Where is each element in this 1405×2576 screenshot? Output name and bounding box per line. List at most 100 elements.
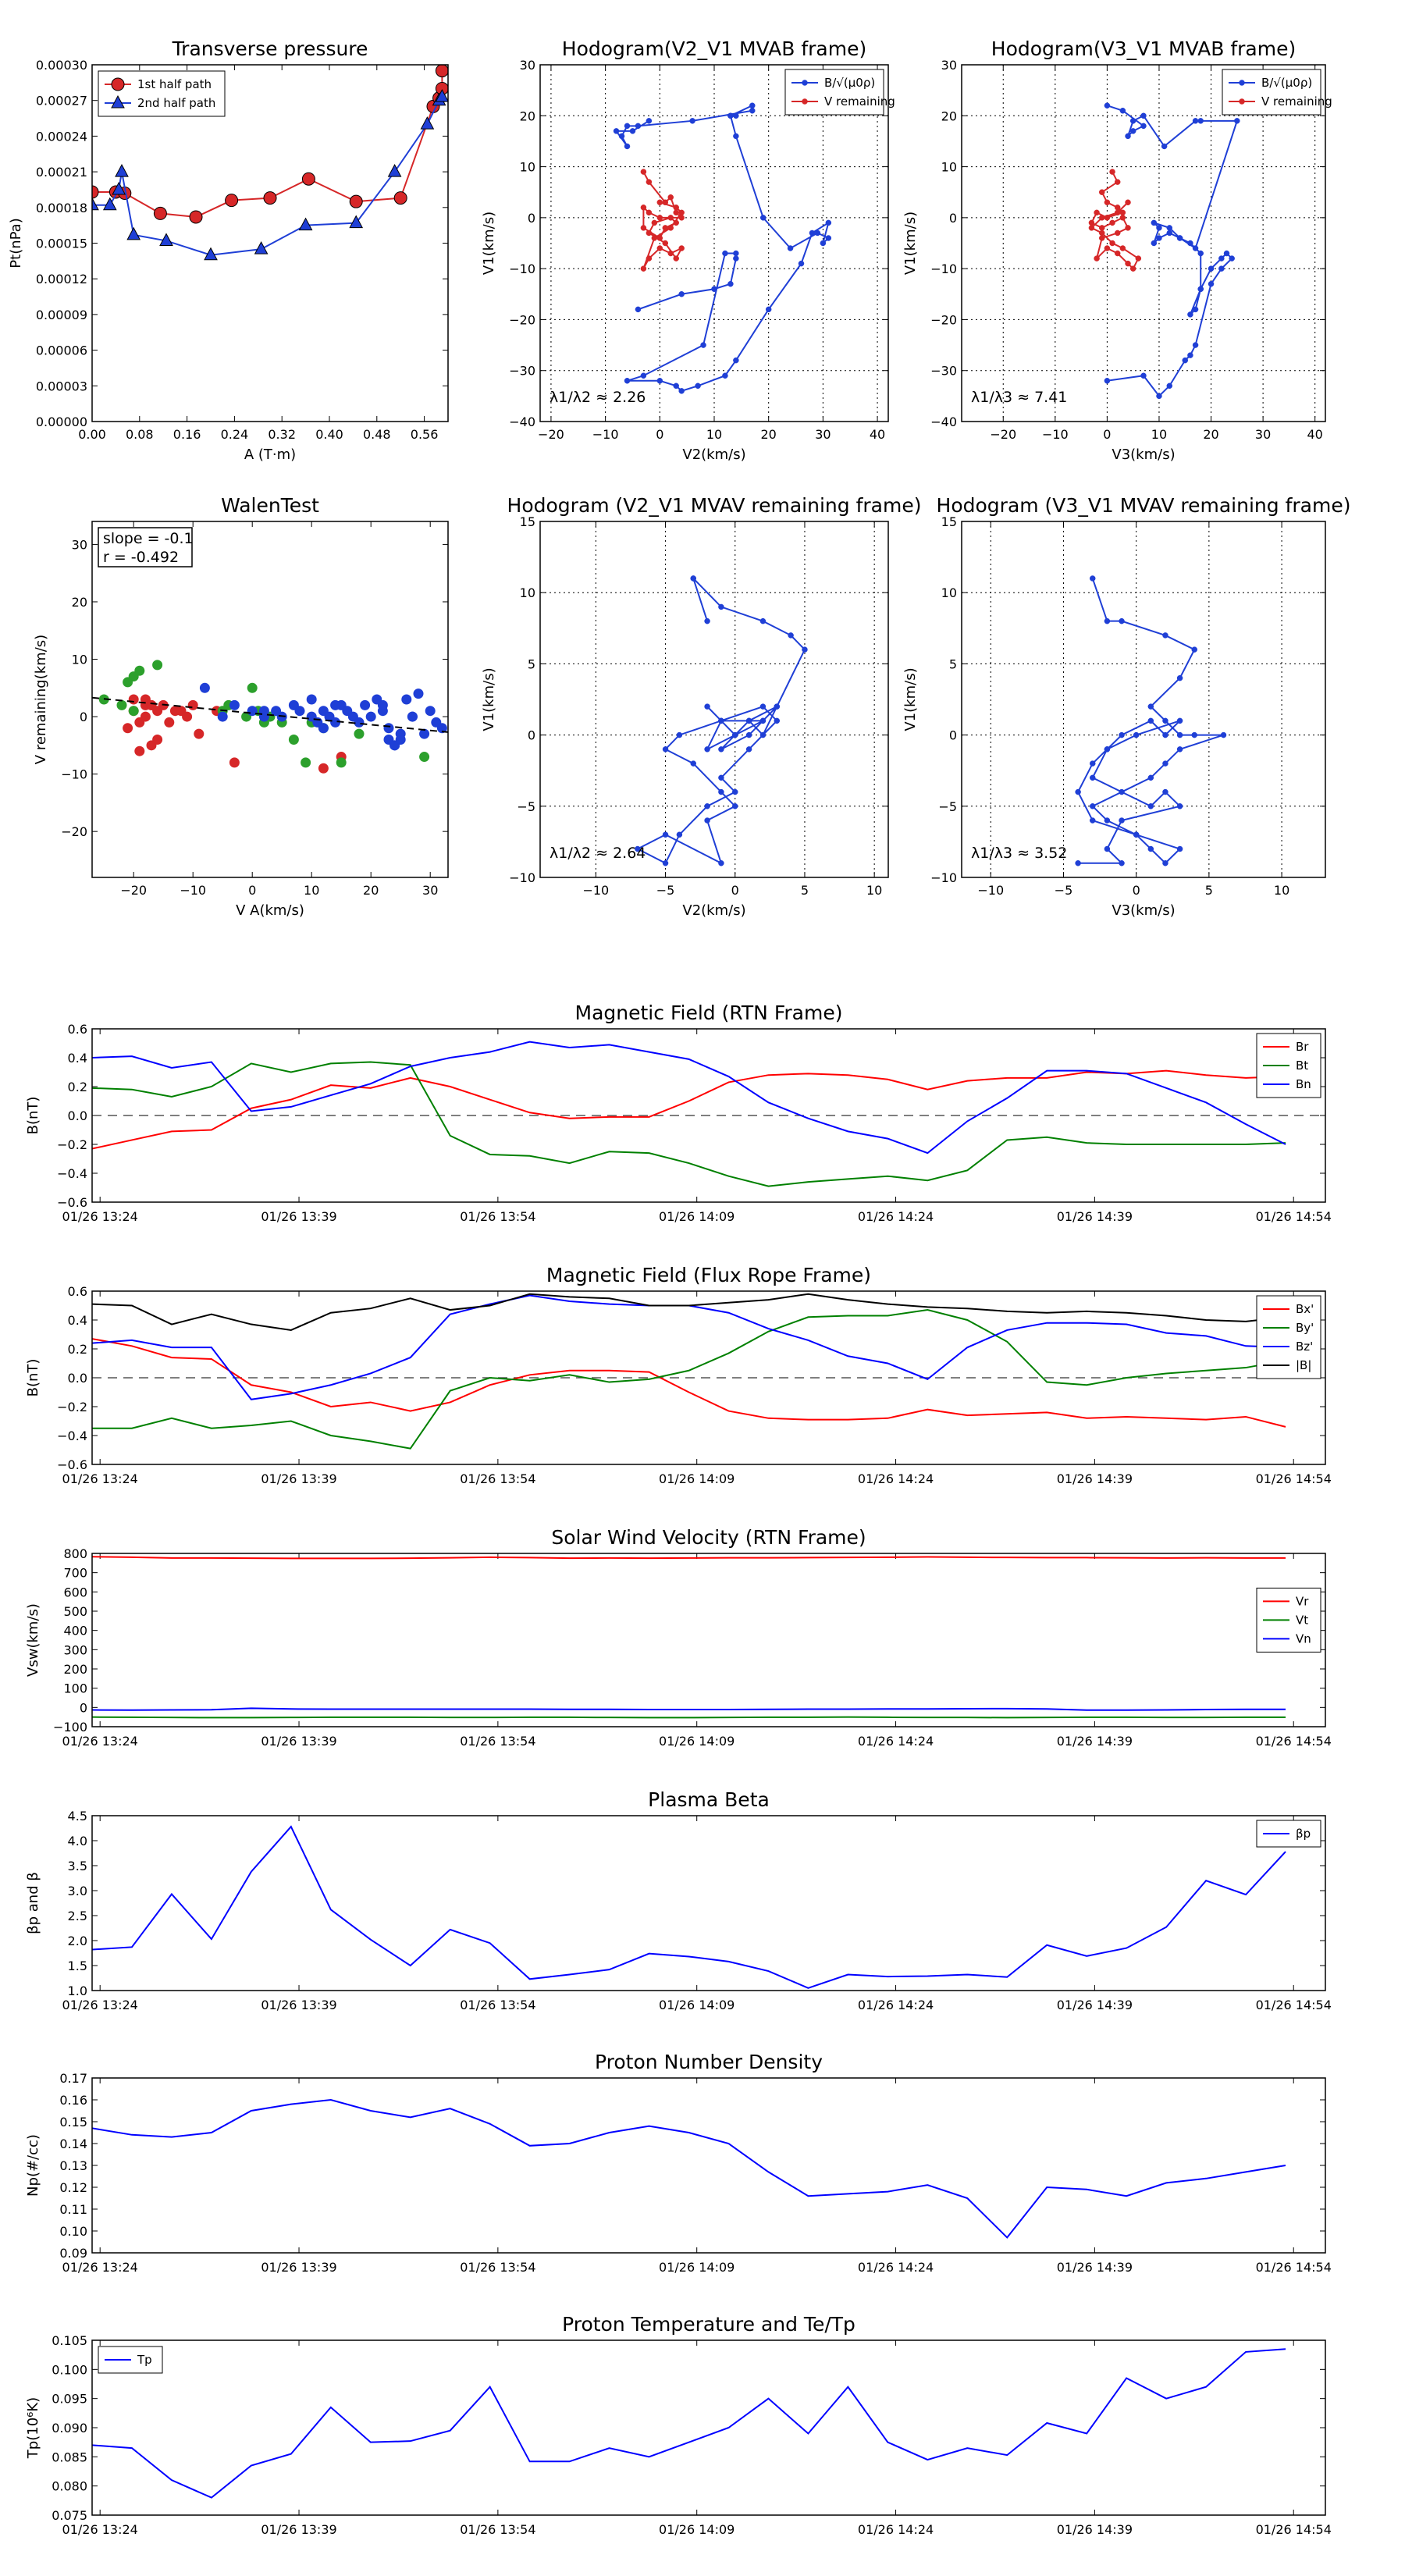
y-tick-label: 10 [520,160,535,175]
data-point [153,206,167,220]
x-tick-label: 01/26 14:24 [858,2522,934,2537]
y-tick-label: −5 [938,799,957,814]
y-tick-label: −10 [509,262,535,276]
y-tick-label: 0.2 [68,1080,87,1094]
data-point [646,179,653,185]
y-tick-label: 0.4 [68,1051,87,1066]
data-point [814,229,821,237]
data-point [651,235,658,241]
data-point [745,717,752,724]
y-axis-label: Np(#/cc) [25,2134,41,2197]
y-tick-label: 0.00027 [36,94,87,109]
data-point [318,723,329,734]
series-line [92,1309,1286,1450]
y-tick-label: −10 [930,870,957,885]
data-point [646,255,653,262]
data-point [704,746,710,753]
x-tick-label: 01/26 14:24 [858,1209,934,1224]
x-tick-label: 01/26 13:24 [62,2260,138,2275]
x-tick-label: −20 [538,427,564,442]
y-axis-label: V remaining(km/s) [33,635,49,764]
data-point [1090,575,1096,582]
data-point [1119,617,1125,624]
data-point [690,760,696,767]
y-tick-label: 600 [63,1585,87,1599]
y-tick-label: 0.105 [52,2333,87,2348]
y-tick-label: 0.00018 [36,201,87,215]
data-point [613,128,620,134]
x-tick-label: 01/26 13:24 [62,1471,138,1486]
data-point [123,723,133,734]
x-tick-label: −5 [1055,883,1073,898]
data-point [759,703,767,710]
data-point [759,617,767,624]
data-point [115,164,129,177]
legend-label: B/√(μ0ρ) [824,76,875,90]
y-tick-label: 0.12 [59,2180,87,2195]
data-point [425,706,436,717]
data-point [678,291,685,297]
x-tick-label: 01/26 13:54 [460,2260,535,2275]
y-tick-label: −0.6 [57,1457,87,1472]
data-point [1229,255,1235,262]
data-point [711,286,717,293]
chart-title: Plasma Beta [648,1788,770,1811]
legend-label: Bt [1296,1059,1308,1073]
data-point [128,706,139,717]
data-point [407,711,418,722]
data-point [229,699,240,710]
y-tick-label: 30 [941,58,957,73]
y-tick-label: 5 [949,656,957,671]
data-point [182,711,193,722]
data-point [413,688,424,699]
data-point [673,382,679,390]
slope-label: slope = -0.1 [103,530,194,547]
data-point [189,210,203,224]
y-tick-label: 0 [80,710,87,724]
legend-marker [111,77,125,91]
x-tick-label: 0.24 [221,427,249,442]
y-tick-label: 0.00021 [36,165,87,180]
data-point [204,247,218,261]
data-point [704,703,710,710]
x-tick-label: 01/26 13:54 [460,1734,535,1749]
data-point [1133,831,1140,838]
data-point [1098,189,1105,195]
data-point [676,731,683,738]
data-point [1104,102,1111,109]
data-point [330,717,341,728]
data-point [164,717,175,728]
data-point [678,209,685,216]
data-point [1162,760,1168,767]
x-tick-label: 01/26 13:39 [261,1209,336,1224]
data-point [436,723,447,734]
x-tick-label: 10 [1274,883,1289,898]
y-tick-label: −20 [61,824,87,839]
data-point [1104,199,1111,206]
data-point [301,172,315,186]
y-tick-label: −0.4 [57,1166,87,1181]
x-tick-label: 30 [1255,427,1271,442]
x-tick-label: −10 [1042,427,1069,442]
x-tick-label: 20 [761,427,777,442]
data-point [354,717,365,728]
x-tick-label: 0.56 [411,427,439,442]
y-tick-label: 0.4 [68,1313,87,1328]
data-point [635,306,642,313]
y-tick-label: 10 [941,160,957,175]
data-point [1191,646,1197,653]
data-point [1075,860,1081,866]
y-tick-label: 0.085 [52,2450,87,2464]
plot-area [635,575,808,866]
data-point [1197,286,1204,293]
data-point [116,699,127,710]
data-point [1151,240,1158,247]
data-point [656,245,663,251]
data-point [635,845,641,852]
data-point [662,199,669,206]
data-point [1192,245,1199,251]
x-tick-label: 01/26 14:09 [659,1998,735,2012]
chart-title: Hodogram (V3_V1 MVAV remaining frame) [937,494,1351,517]
data-point [704,817,710,824]
data-point [678,388,685,394]
